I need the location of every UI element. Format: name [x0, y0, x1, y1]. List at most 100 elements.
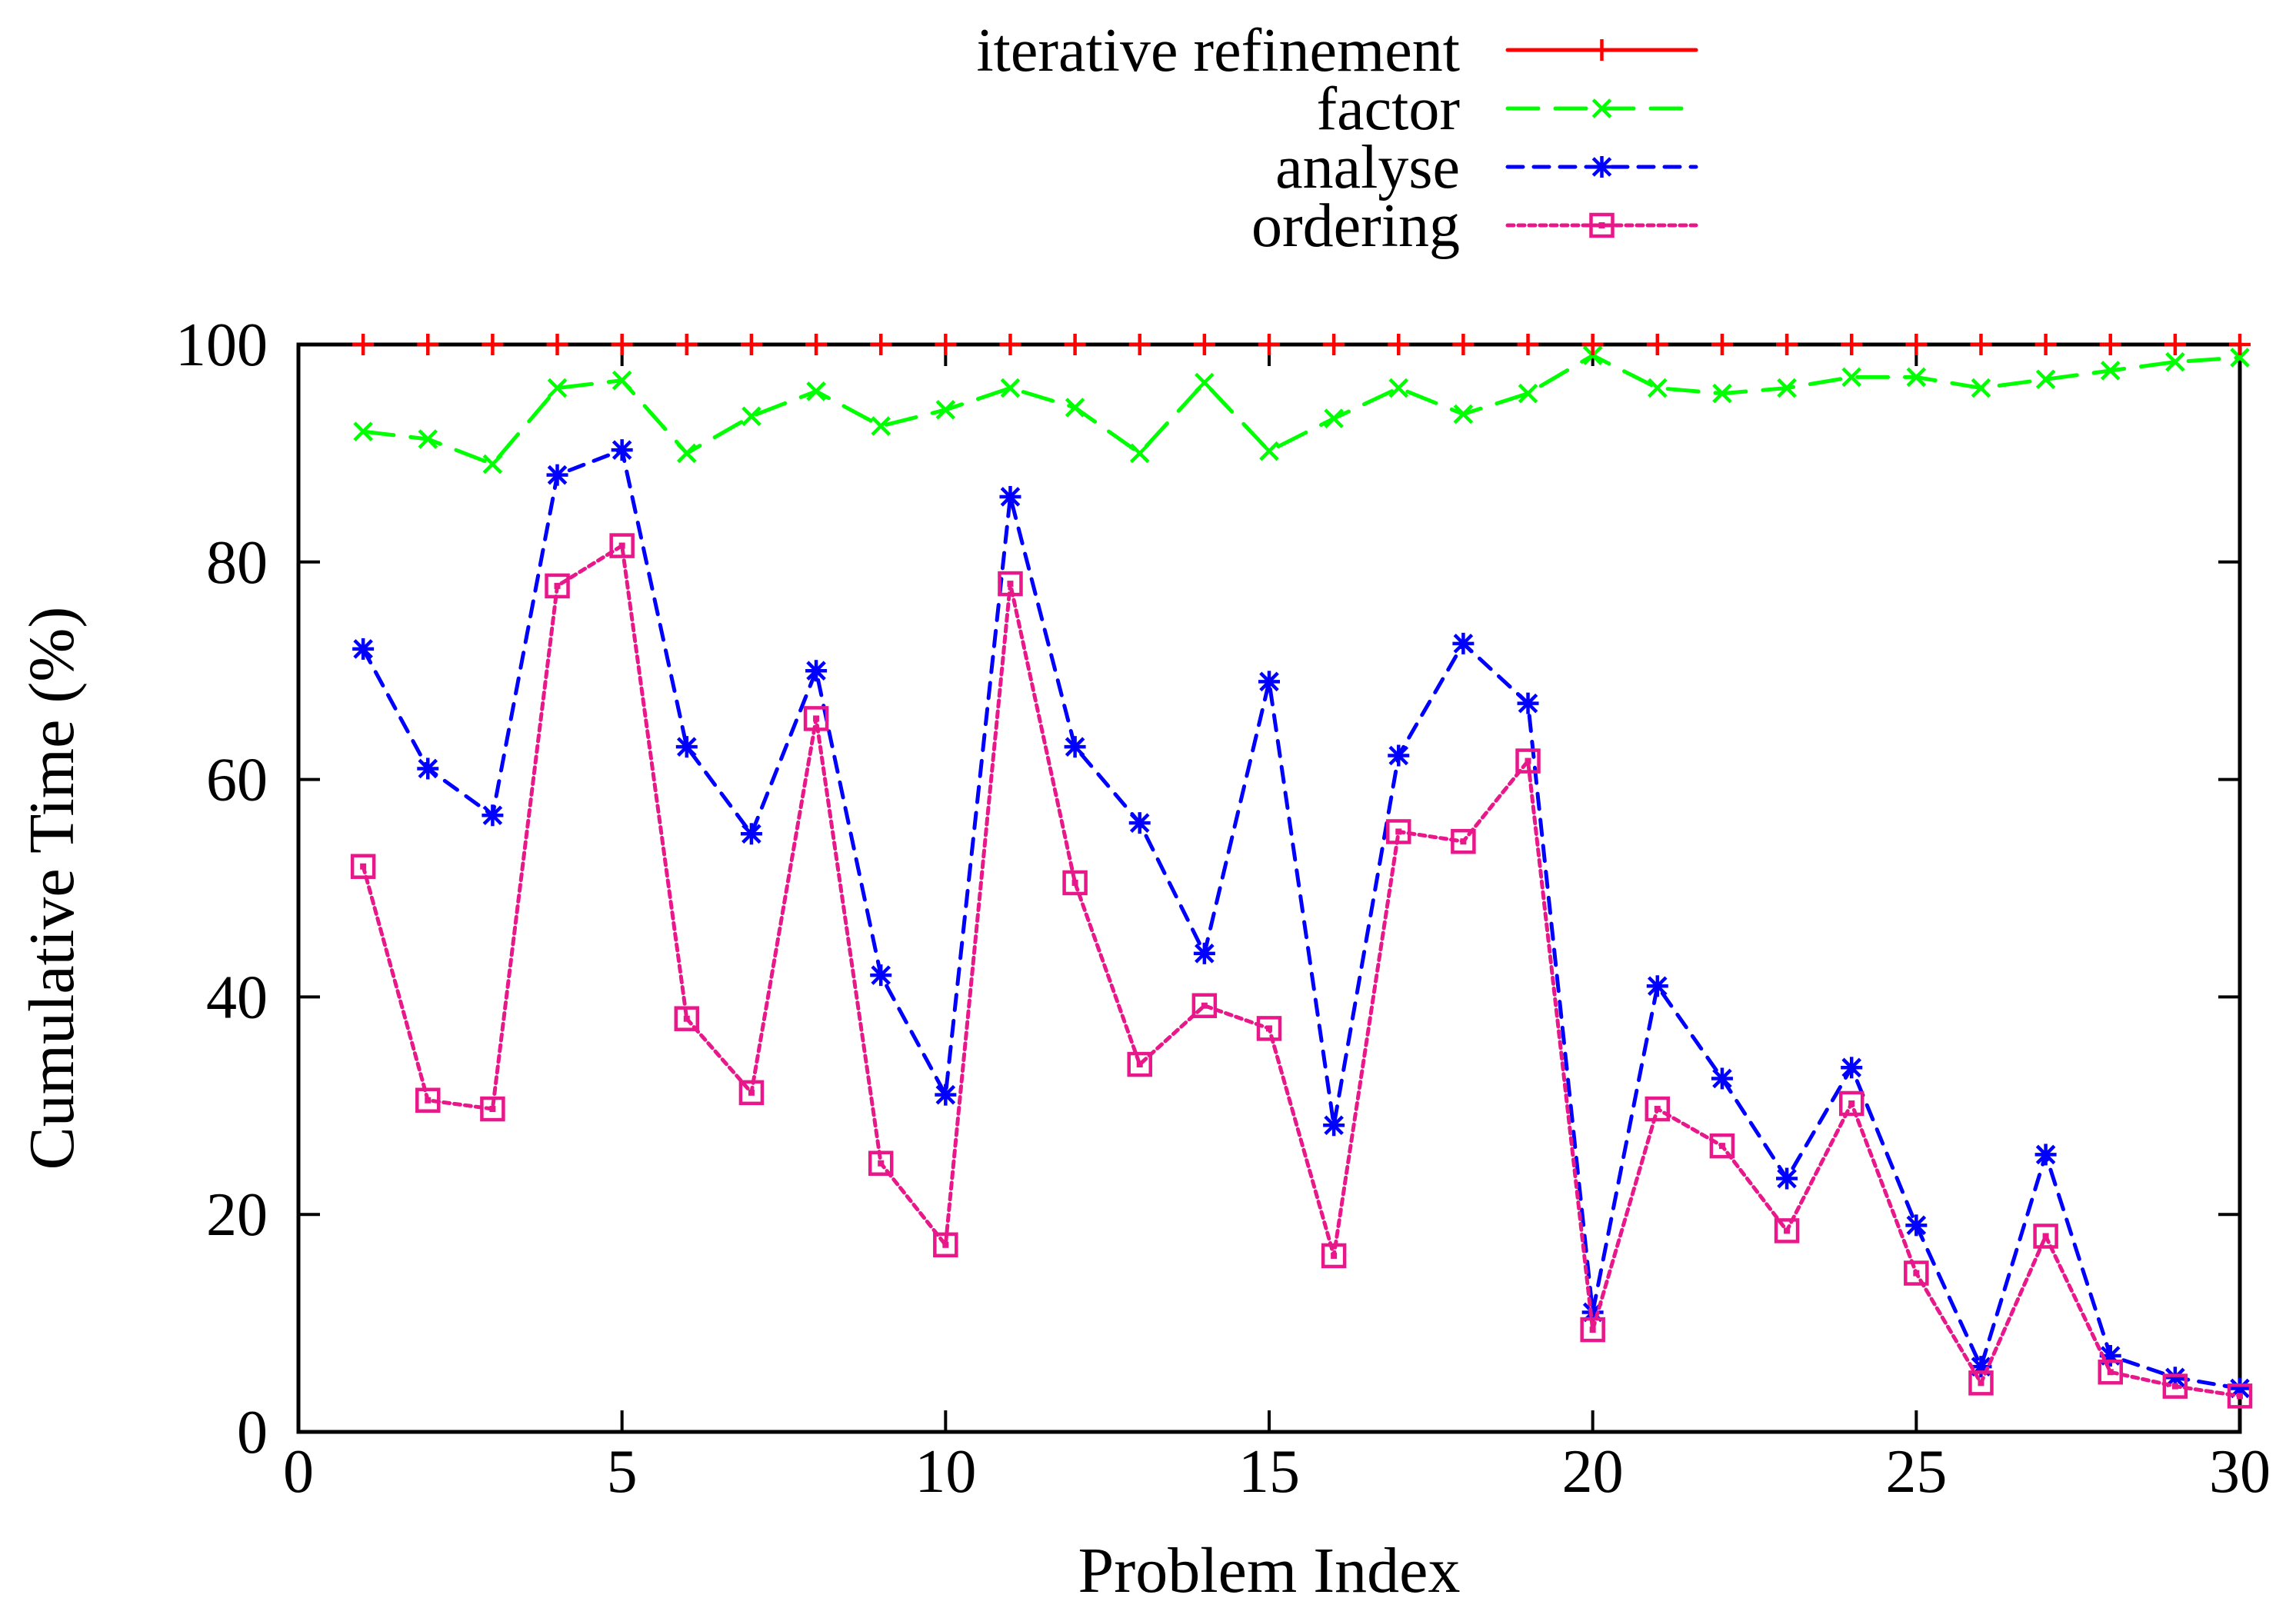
- legend-marker: [1591, 156, 1613, 178]
- data-point-ordering: [1386, 819, 1411, 844]
- data-point-ordering: [415, 1087, 441, 1113]
- data-point-ordering: [1321, 1243, 1347, 1269]
- data-point-factor: [353, 421, 373, 441]
- data-point-ordering: [2162, 1373, 2188, 1399]
- data-point-factor: [1065, 398, 1085, 418]
- data-point-iterative-refinement: [417, 334, 439, 355]
- data-point-iterative-refinement: [1323, 334, 1345, 355]
- legend-label: factor: [1316, 75, 1460, 143]
- y-tick-label: 80: [206, 529, 268, 597]
- x-tick-label: 25: [1885, 1438, 1947, 1506]
- x-tick-label: 15: [1238, 1438, 1300, 1506]
- data-point-factor: [1777, 378, 1797, 398]
- legend-item-ordering: ordering: [1251, 192, 1698, 260]
- y-tick-label: 20: [206, 1181, 268, 1249]
- data-point-analyse: [1646, 975, 1668, 997]
- data-point-factor: [1453, 404, 1474, 424]
- y-tick-label: 100: [175, 311, 268, 379]
- data-point-factor: [1259, 441, 1279, 461]
- data-point-analyse: [611, 439, 633, 461]
- data-point-ordering: [2098, 1359, 2123, 1385]
- series-line-analyse: [361, 448, 2242, 1390]
- data-point-iterative-refinement: [1128, 334, 1151, 355]
- y-tick-label: 0: [237, 1399, 268, 1467]
- data-point-factor: [1712, 383, 1732, 404]
- series-group: [350, 334, 2253, 1409]
- data-point-ordering: [1709, 1133, 1735, 1159]
- data-point-iterative-refinement: [2229, 334, 2251, 355]
- legend-marker: [1591, 98, 1612, 118]
- data-point-ordering: [1904, 1260, 1929, 1286]
- data-point-iterative-refinement: [805, 334, 828, 355]
- data-point-iterative-refinement: [611, 334, 633, 355]
- data-point-ordering: [2227, 1383, 2253, 1409]
- data-point-iterative-refinement: [999, 334, 1021, 355]
- data-point-factor: [547, 378, 568, 398]
- data-point-iterative-refinement: [935, 334, 957, 355]
- axis-labels: Problem Index Cumulative Time (%): [16, 607, 1460, 1606]
- data-point-ordering: [868, 1150, 894, 1176]
- data-point-ordering: [1774, 1218, 1800, 1243]
- legend-marker: [1591, 39, 1613, 61]
- data-point-analyse: [1258, 671, 1280, 693]
- data-point-iterative-refinement: [352, 334, 375, 355]
- x-tick-label: 20: [1562, 1438, 1624, 1506]
- legend-item-factor: factor: [1316, 75, 1698, 143]
- data-point-factor: [2165, 351, 2185, 372]
- data-point-iterative-refinement: [1646, 334, 1668, 355]
- data-point-iterative-refinement: [870, 334, 892, 355]
- x-tick-label: 0: [283, 1438, 314, 1506]
- data-point-ordering: [1645, 1096, 1671, 1122]
- data-point-ordering: [998, 571, 1023, 597]
- data-point-analyse: [870, 964, 892, 987]
- x-tick-label: 5: [607, 1438, 638, 1506]
- data-point-factor: [2230, 348, 2250, 368]
- data-point-ordering: [350, 854, 376, 879]
- data-point-factor: [806, 381, 826, 401]
- data-point-factor: [741, 406, 761, 427]
- data-point-iterative-refinement: [2164, 334, 2186, 355]
- data-point-analyse: [546, 464, 568, 486]
- data-point-ordering: [1451, 828, 1476, 854]
- data-point-iterative-refinement: [1841, 334, 1863, 355]
- data-point-analyse: [482, 804, 504, 827]
- data-point-factor: [418, 429, 438, 449]
- data-point-ordering: [1515, 748, 1541, 774]
- data-point-analyse: [1711, 1067, 1733, 1090]
- data-point-factor: [1971, 378, 1991, 398]
- series-line-ordering: [361, 544, 2242, 1398]
- data-point-factor: [1129, 443, 1150, 464]
- data-point-ordering: [1256, 1016, 1282, 1041]
- data-point-ordering: [1838, 1090, 1864, 1117]
- data-point-factor: [1582, 345, 1603, 365]
- data-point-ordering: [2033, 1223, 2058, 1249]
- data-point-analyse: [1193, 942, 1215, 964]
- legend-item-analyse: analyse: [1275, 134, 1698, 201]
- legend-label: ordering: [1251, 192, 1460, 260]
- data-point-iterative-refinement: [675, 334, 698, 355]
- data-point-analyse: [935, 1084, 957, 1106]
- data-point-factor: [1518, 383, 1538, 404]
- series-line-factor: [361, 353, 2242, 467]
- data-point-iterative-refinement: [1776, 334, 1798, 355]
- data-point-analyse: [1776, 1167, 1798, 1190]
- data-point-iterative-refinement: [1581, 334, 1604, 355]
- data-point-ordering: [1580, 1317, 1605, 1343]
- plot-frame: [296, 342, 2242, 1434]
- y-tick-label: 60: [206, 747, 268, 814]
- data-point-factor: [677, 443, 697, 464]
- legend-item-iterative-refinement: iterative refinement: [976, 17, 1698, 85]
- x-tick-label: 30: [2209, 1438, 2271, 1506]
- data-point-ordering: [933, 1232, 958, 1258]
- data-point-iterative-refinement: [1388, 334, 1410, 355]
- data-point-analyse: [1323, 1114, 1345, 1137]
- data-point-iterative-refinement: [2034, 334, 2057, 355]
- data-point-iterative-refinement: [2099, 334, 2121, 355]
- series-analyse: [352, 439, 2251, 1400]
- data-point-ordering: [480, 1096, 505, 1122]
- data-point-analyse: [1128, 812, 1151, 834]
- data-point-factor: [2100, 361, 2121, 381]
- data-point-ordering: [738, 1080, 765, 1106]
- data-point-analyse: [1064, 736, 1086, 758]
- data-point-ordering: [609, 533, 635, 558]
